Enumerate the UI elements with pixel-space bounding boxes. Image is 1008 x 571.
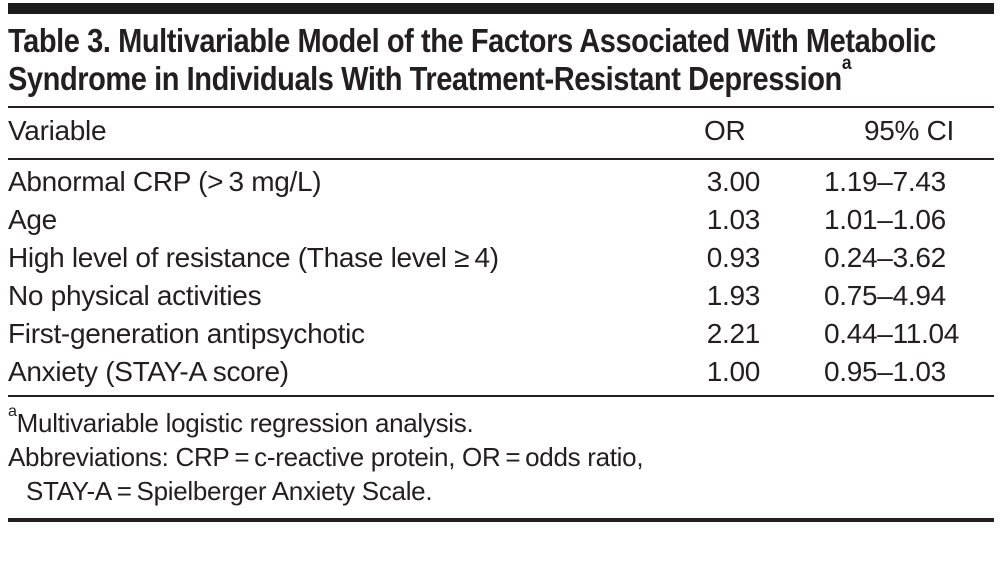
results-table: Variable OR 95% CI Abnormal CRP (> 3 mg/… <box>8 106 994 397</box>
header-row: Variable OR 95% CI <box>8 107 994 160</box>
or-cell: 3.00 <box>706 166 761 197</box>
table-title: Table 3. Multivariable Model of the Fact… <box>8 22 994 98</box>
footnote-analysis: aMultivariable logistic regression analy… <box>8 403 994 440</box>
variable-cell: Anxiety (STAY-A score) <box>8 356 289 387</box>
table-footnotes: aMultivariable logistic regression analy… <box>8 397 994 522</box>
table-figure: Table 3. Multivariable Model of the Fact… <box>8 3 994 522</box>
ci-cell: 1.19–7.43 <box>824 166 946 197</box>
table-row: No physical activities 1.93 0.75–4.94 <box>8 277 994 315</box>
table-row: High level of resistance (Thase level ≥ … <box>8 239 994 277</box>
table-title-text: Table 3. Multivariable Model of the Fact… <box>8 22 936 97</box>
table-row: Abnormal CRP (> 3 mg/L) 3.00 1.19–7.43 <box>8 159 994 201</box>
variable-cell: No physical activities <box>8 280 262 311</box>
ci-cell: 1.01–1.06 <box>824 204 946 235</box>
or-cell: 2.21 <box>706 318 761 349</box>
table-row: Anxiety (STAY-A score) 1.00 0.95–1.03 <box>8 353 994 396</box>
footnote-analysis-text: Multivariable logistic regression analys… <box>16 408 474 438</box>
footnote-abbreviations-line2: STAY-A = Spielberger Anxiety Scale. <box>26 476 433 506</box>
variable-cell: Abnormal CRP (> 3 mg/L) <box>8 166 322 197</box>
results-table-header: Variable OR 95% CI <box>8 107 994 160</box>
or-cell: 0.93 <box>706 242 761 273</box>
ci-cell: 0.44–11.04 <box>824 318 960 349</box>
column-header-ci: 95% CI <box>824 107 994 160</box>
table-top-bar <box>8 3 994 14</box>
or-cell: 1.03 <box>706 204 761 235</box>
column-header-variable: Variable <box>8 107 704 160</box>
or-cell: 1.93 <box>706 280 761 311</box>
table-row: Age 1.03 1.01–1.06 <box>8 201 994 239</box>
table-body: Abnormal CRP (> 3 mg/L) 3.00 1.19–7.43 A… <box>8 159 994 396</box>
variable-cell: First-generation antipsychotic <box>8 318 365 349</box>
variable-cell: High level of resistance (Thase level ≥ … <box>8 242 499 273</box>
ci-cell: 0.75–4.94 <box>824 280 946 311</box>
footnote-marker: a <box>8 401 17 420</box>
or-cell: 1.00 <box>706 356 761 387</box>
ci-cell: 0.95–1.03 <box>824 356 946 387</box>
column-header-or: OR <box>704 107 824 160</box>
table-row: First-generation antipsychotic 2.21 0.44… <box>8 315 994 353</box>
variable-cell: Age <box>8 204 57 235</box>
table-title-footnote-marker: a <box>841 52 852 75</box>
ci-cell: 0.24–3.62 <box>824 242 946 273</box>
footnote-abbreviations-line1: Abbreviations: CRP = c-reactive protein,… <box>8 442 644 472</box>
